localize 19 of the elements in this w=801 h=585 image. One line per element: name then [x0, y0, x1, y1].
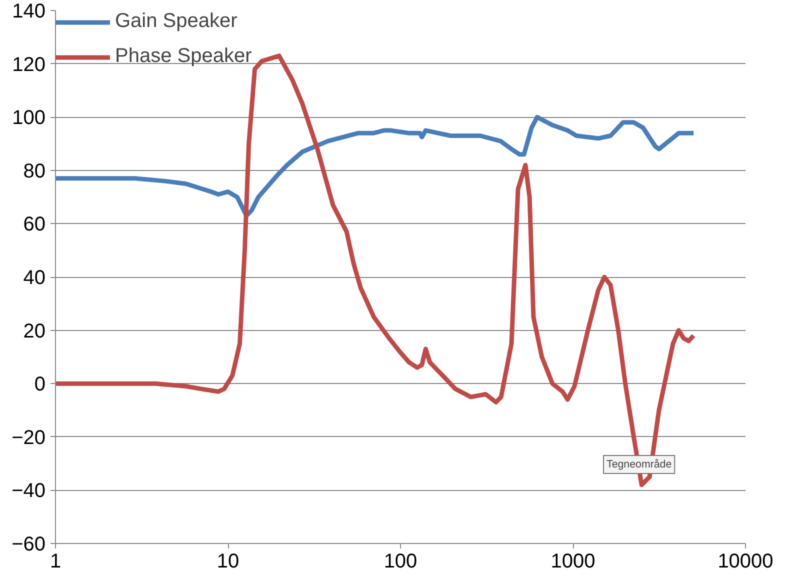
x-tick-label: 10 [216, 550, 240, 572]
y-tick-label: 40 [23, 267, 46, 289]
x-tick-label: 100 [384, 550, 418, 572]
y-tick-label: −20 [12, 426, 46, 449]
y-tick-label: 80 [23, 160, 46, 182]
y-tick-label: 20 [23, 320, 46, 342]
x-tick-label: 1000 [550, 550, 596, 572]
y-tick-label: 0 [34, 374, 46, 396]
x-tick-label: 1 [50, 550, 62, 572]
y-tick-label: 120 [12, 54, 46, 76]
y-tick-label: 60 [23, 214, 46, 236]
y-tick-label: −40 [12, 480, 46, 502]
y-tick-label: 100 [12, 107, 46, 130]
legend-label: Phase Speaker [115, 45, 252, 68]
legend-label: Gain Speaker [115, 10, 238, 33]
x-tick-label: 10000 [718, 550, 774, 572]
annotation: Tegneområde [606, 458, 672, 470]
y-tick-label: −60 [12, 534, 46, 556]
y-tick-label: 140 [12, 0, 46, 22]
